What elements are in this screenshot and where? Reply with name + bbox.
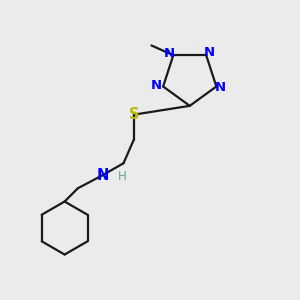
Text: N: N — [215, 82, 226, 94]
Text: N: N — [163, 47, 175, 60]
Text: H: H — [118, 170, 126, 183]
Text: S: S — [129, 107, 139, 122]
Text: N: N — [97, 167, 109, 182]
Text: N: N — [151, 79, 162, 92]
Text: N: N — [204, 46, 215, 59]
